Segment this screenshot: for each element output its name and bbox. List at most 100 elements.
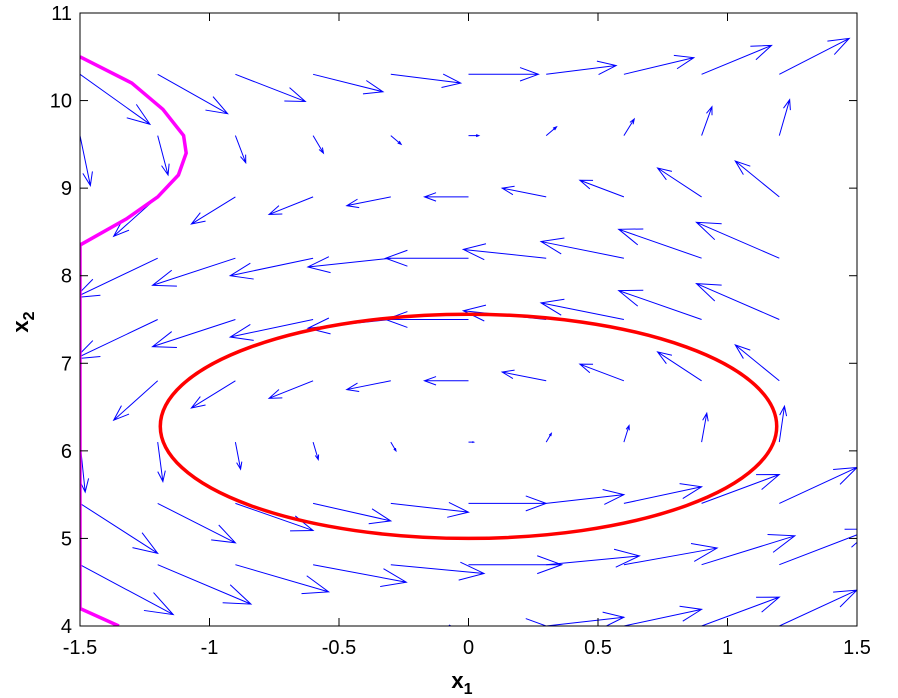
y-tick-label: 10 <box>50 91 72 113</box>
arrow <box>701 411 709 443</box>
arrow <box>778 98 791 136</box>
separatrix-curve <box>80 55 188 626</box>
plot-area <box>80 37 857 626</box>
x-label-sub: 1 <box>464 681 473 698</box>
arrow <box>390 624 453 626</box>
arrow <box>80 73 152 126</box>
arrow <box>384 249 469 267</box>
arrow <box>623 542 719 566</box>
arrow <box>468 618 548 626</box>
arrow <box>734 160 780 198</box>
arrow <box>461 243 547 261</box>
arrow <box>656 351 702 382</box>
arrow <box>157 442 166 483</box>
arrow <box>151 319 236 348</box>
arrow <box>390 441 397 453</box>
arrow <box>500 185 547 198</box>
arrow <box>701 533 797 566</box>
y-tick-label: 11 <box>51 3 72 25</box>
arrow <box>157 564 253 605</box>
arrow <box>468 67 540 82</box>
arrow <box>267 380 314 399</box>
arrow <box>80 502 159 555</box>
arrow <box>546 611 626 626</box>
x-axis-label: x1 <box>451 668 472 698</box>
arrow <box>779 589 857 626</box>
arrow <box>313 564 408 588</box>
arrow <box>390 135 403 146</box>
arrow <box>539 237 624 259</box>
arrow <box>617 289 702 320</box>
y-tick-label: 9 <box>61 178 72 200</box>
arrow <box>778 404 788 443</box>
arrow <box>779 37 851 75</box>
x-tick-label: -1.5 <box>63 637 97 659</box>
arrow <box>235 564 331 595</box>
arrow <box>779 528 857 566</box>
y-axis-label: x2 <box>8 311 38 332</box>
arrow <box>390 501 470 518</box>
arrow <box>80 380 81 382</box>
arrow <box>235 625 237 626</box>
x-tick-label: 0 <box>463 637 474 659</box>
arrow <box>617 228 702 259</box>
arrow <box>623 424 630 443</box>
arrow <box>701 105 713 136</box>
x-tick-label: 1 <box>722 637 733 659</box>
arrow <box>80 196 81 198</box>
arrow <box>306 256 391 274</box>
arrow <box>623 605 704 626</box>
arrow <box>157 502 237 544</box>
arrow <box>234 442 243 471</box>
arrow <box>539 298 624 320</box>
arrow <box>468 495 548 512</box>
y-tick-label: 8 <box>61 266 72 288</box>
arrow <box>578 179 625 198</box>
arrow <box>779 466 857 504</box>
arrow <box>546 60 618 76</box>
arrow <box>423 376 469 386</box>
arrow <box>312 441 320 462</box>
arrow <box>656 167 702 198</box>
arrow <box>500 369 547 382</box>
arrow <box>228 257 314 280</box>
arrow <box>546 489 626 505</box>
arrow <box>267 196 314 215</box>
arrow <box>80 319 158 359</box>
arrow <box>545 125 558 136</box>
arrow <box>80 564 175 616</box>
arrow <box>228 319 314 341</box>
x-label-base: x <box>451 668 464 693</box>
arrow <box>235 73 307 102</box>
arrow <box>468 134 481 138</box>
arrow <box>423 192 469 202</box>
arrow <box>468 441 476 444</box>
arrow <box>623 54 696 75</box>
arrow <box>80 135 93 187</box>
arrow <box>312 135 325 155</box>
arrow <box>312 73 385 95</box>
y-label-base: x <box>8 320 33 333</box>
x-tick-label: 0.5 <box>584 637 612 659</box>
arrow <box>390 73 463 88</box>
arrow <box>390 561 486 581</box>
arrow <box>546 548 641 568</box>
y-tick-label: 6 <box>61 441 72 463</box>
x-tick-label: -0.5 <box>322 637 356 659</box>
arrow <box>312 502 393 525</box>
y-label-sub: 2 <box>21 311 38 320</box>
arrow <box>157 73 229 115</box>
arrow <box>701 473 781 504</box>
arrow <box>190 380 236 409</box>
arrow <box>695 283 780 320</box>
arrow <box>345 380 391 392</box>
arrow <box>578 363 625 382</box>
ellipse-curve <box>158 312 779 541</box>
arrow <box>701 596 781 626</box>
arrow <box>695 221 780 259</box>
arrow <box>80 257 158 298</box>
arrow <box>701 44 773 75</box>
arrow <box>234 135 247 165</box>
arrow <box>734 343 780 382</box>
